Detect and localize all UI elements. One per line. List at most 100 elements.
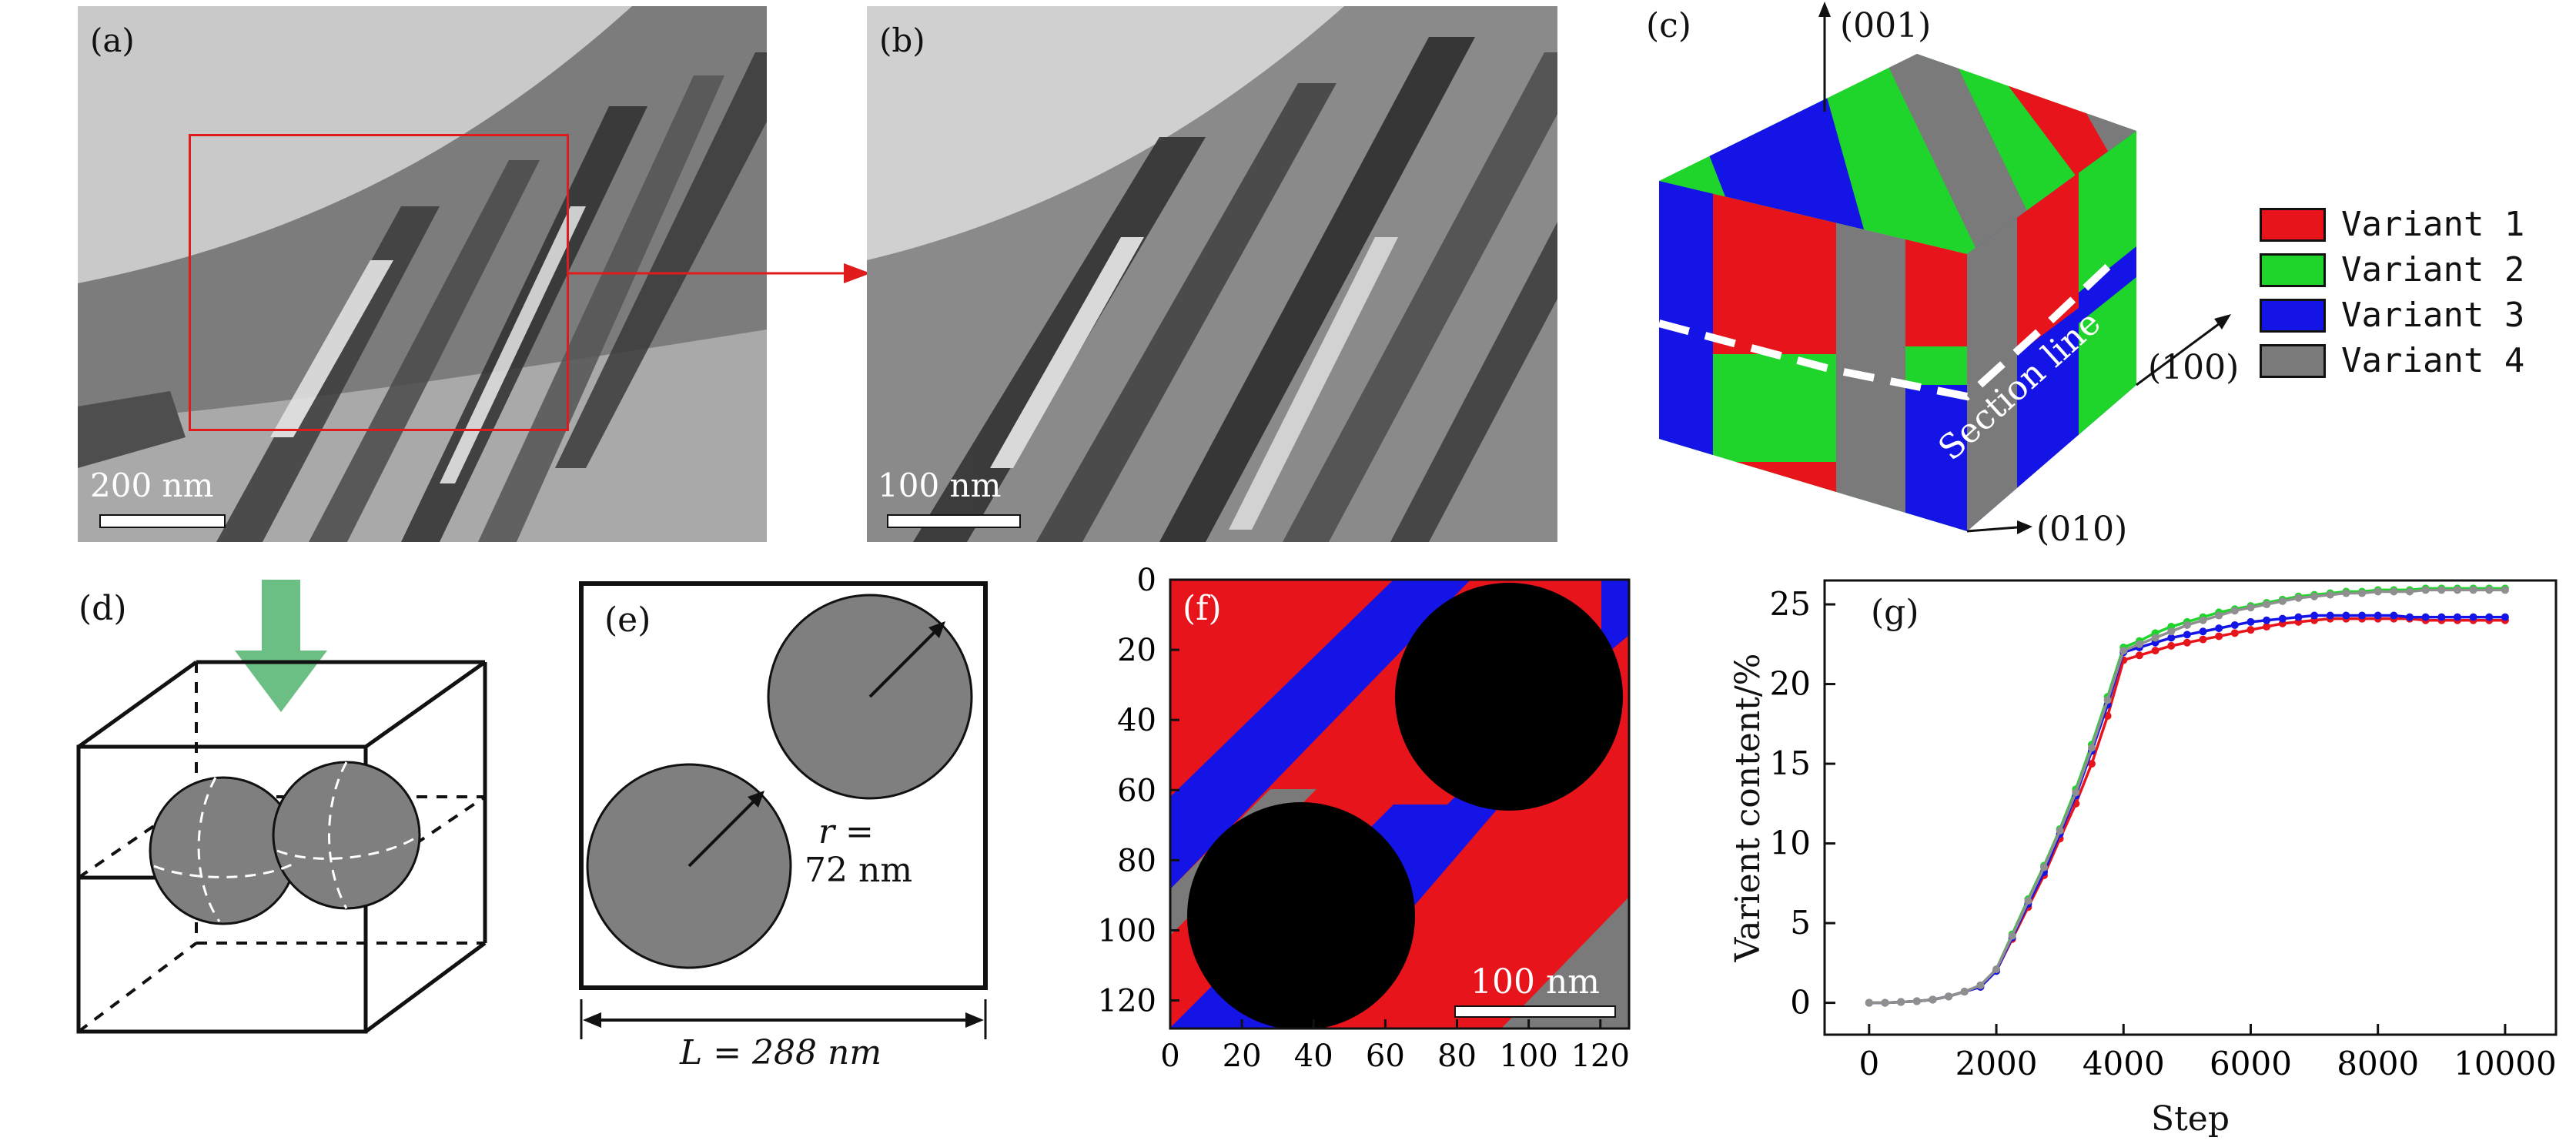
legend-swatch [2260,298,2326,333]
f-y-tick-label: 20 [1117,633,1156,668]
f-x-tick-label: 60 [1366,1039,1405,1074]
series-point-4 [2390,587,2398,596]
series-point-4 [2310,592,2319,600]
series-point-4 [2421,586,2430,594]
series-point-4 [2215,611,2223,620]
series-point-4 [1945,992,1953,1001]
legend-item: Variant 4 [2260,338,2524,383]
x-tick-label: 8000 [2337,1045,2419,1082]
series-point-4 [2040,863,2048,871]
series-point-1 [2183,638,2191,647]
x-tick-label: 10000 [2454,1045,2557,1082]
series-point-3 [2390,611,2398,620]
zoom-arrow [567,263,871,283]
series-point-4 [1992,965,2001,974]
f-x-tick-label: 20 [1223,1039,1262,1074]
series-point-3 [2246,617,2255,626]
series-point-4 [1960,988,1969,996]
y-tick-label: 20 [1770,665,1811,703]
x-axis-title: Step [2151,1099,2230,1139]
axis-label-010: (010) [2036,510,2127,549]
series-point-4 [2342,589,2350,597]
series-point-4 [2008,932,2016,940]
simulation-map-panel: (f) 100 nm 0 0 20 20 40 40 60 60 80 80 100 100 120 12… [1098,566,1631,1074]
series-point-4 [1865,998,1873,1007]
series-point-3 [2358,611,2367,620]
legend-swatch [2260,253,2326,287]
series-point-4 [1897,998,1905,1006]
series-point-4 [2135,640,2143,648]
series-point-3 [2406,613,2414,621]
scale-bar-a [99,514,226,528]
f-x-tick-label: 40 [1294,1039,1333,1074]
series-point-3 [2469,613,2477,621]
series-point-3 [2310,611,2319,620]
series-point-4 [1976,981,1985,989]
variant-map [1170,580,1629,1029]
series-point-4 [2183,621,2191,629]
f-y-tick-label: 120 [1098,984,1156,1019]
load-arrow-shaft [262,580,300,657]
series-point-4 [2072,788,2080,797]
x-tick-label: 6000 [2210,1045,2292,1082]
scale-bar-label-b: 100 nm [878,467,1002,504]
scale-bar-label-a: 200 nm [90,467,214,504]
series-point-1 [2135,651,2143,660]
axis-label-100: (100) [2148,348,2239,387]
scale-bar-label-f: 100 nm [1470,962,1600,1002]
load-arrow-head [235,651,327,712]
legend-label: Variant 3 [2341,296,2525,335]
series-point-1 [2087,760,2096,768]
series-point-3 [2215,624,2223,633]
legend-item: Variant 3 [2260,293,2524,338]
series-point-3 [2183,631,2191,639]
series-point-4 [2087,744,2096,752]
series-point-4 [2485,586,2494,594]
panel-label-d: (d) [79,589,127,628]
y-tick-label: 5 [1790,904,1811,942]
series-point-4 [2230,607,2239,615]
particle-void-1 [1395,583,1623,811]
legend-item: Variant 2 [2260,247,2524,293]
y-tick-label: 25 [1770,585,1811,623]
f-x-tick-label: 100 [1499,1039,1557,1074]
panel-label-a: (a) [90,22,135,59]
series-point-4 [2501,586,2509,594]
particle-void-2 [1187,802,1415,1029]
series-point-4 [2263,600,2271,609]
radius-label-1: r = [818,812,874,851]
f-y-tick-label: 60 [1117,773,1156,808]
legend-swatch [2260,343,2326,378]
series-point-4 [1881,998,1889,1007]
series-point-1 [2151,647,2159,655]
series-point-4 [2024,897,2032,905]
series-point-4 [2278,597,2287,605]
zoom-region-box [189,134,569,431]
tem-image-b: (b) 100 nm [867,6,1557,542]
f-y-tick-label: 100 [1098,913,1156,948]
y-tick-label: 10 [1770,825,1811,862]
y-tick-label: 15 [1770,744,1811,782]
scale-bar-f [1454,1005,1616,1018]
schematic-2d-panel: (e) r = 72 nm L = 288 nm [579,581,988,1070]
series-point-4 [2199,616,2207,624]
series-point-4 [1929,995,1937,1004]
legend-label: Variant 2 [2341,250,2525,289]
series-point-1 [2263,623,2271,631]
series-point-4 [2056,827,2064,835]
x-tick-label: 4000 [2083,1045,2165,1082]
plot-frame [1823,579,2558,1036]
f-y-tick-label: 40 [1117,703,1156,738]
panel-label-c: (c) [1646,6,1691,45]
series-point-3 [2199,627,2207,636]
series-point-4 [2358,589,2367,597]
series-point-4 [2437,586,2446,594]
section-line [1658,255,2120,401]
series-point-4 [2469,586,2477,594]
series-point-3 [2230,621,2239,629]
series-point-4 [2326,590,2334,599]
series-point-3 [2485,613,2494,621]
series-point-4 [2103,696,2112,704]
f-x-tick-label: 80 [1437,1039,1477,1074]
variant-legend: Variant 1 Variant 2 Variant 3 Variant 4 [2260,202,2524,383]
